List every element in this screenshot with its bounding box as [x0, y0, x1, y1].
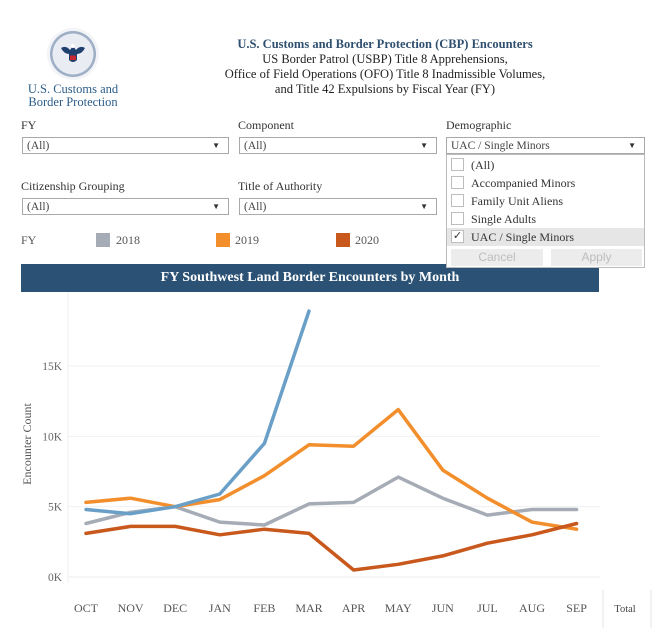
- chevron-down-icon: ▼: [420, 202, 428, 211]
- x-tick-label-may: MAY: [385, 601, 412, 615]
- x-tick-label-apr: APR: [342, 601, 365, 615]
- demographic-dropdown: (All) Accompanied Minors Family Unit Ali…: [446, 154, 645, 268]
- title-line-2: US Border Patrol (USBP) Title 8 Apprehen…: [262, 52, 508, 66]
- checkbox-all[interactable]: [451, 158, 464, 171]
- x-tick-label-mar: MAR: [295, 601, 322, 615]
- demographic-filter-label: Demographic: [446, 118, 512, 132]
- x-tick-label-nov: NOV: [118, 601, 144, 615]
- x-tick-label-aug: AUG: [519, 601, 545, 615]
- citizenship-filter-select[interactable]: (All) ▼: [22, 198, 229, 215]
- chart-title-bar: FY Southwest Land Border Encounters by M…: [21, 264, 599, 292]
- demographic-filter-value: UAC / Single Minors: [451, 140, 550, 152]
- citizenship-filter-label: Citizenship Grouping: [21, 179, 125, 193]
- x-tick-label-sep: SEP: [566, 601, 587, 615]
- option-label: (All): [471, 158, 495, 172]
- chevron-down-icon: ▼: [212, 202, 220, 211]
- x-total-column-label: Total: [614, 604, 636, 615]
- x-tick-label-jul: JUL: [477, 601, 498, 615]
- checkbox-single-adults[interactable]: [451, 212, 464, 225]
- option-label: Accompanied Minors: [471, 176, 576, 190]
- chevron-down-icon: ▼: [212, 141, 220, 150]
- checkbox-accompanied-minors[interactable]: [451, 176, 464, 189]
- y-tick-label: 10K: [42, 431, 63, 443]
- demographic-option-family-unit-aliens[interactable]: Family Unit Aliens: [447, 192, 644, 210]
- citizenship-filter-value: (All): [27, 201, 50, 213]
- legend-label-2019[interactable]: 2019: [235, 233, 259, 247]
- title-line-3: Office of Field Operations (OFO) Title 8…: [224, 67, 546, 81]
- y-tick-label: 5K: [48, 502, 63, 514]
- cbp-seal-icon: [47, 28, 99, 80]
- component-filter-label: Component: [238, 118, 294, 132]
- title-of-authority-filter-select[interactable]: (All) ▼: [239, 198, 437, 215]
- cbp-logo: U.S. Customs and Border Protection: [18, 28, 128, 109]
- title-line-4: and Title 42 Expulsions by Fiscal Year (…: [274, 82, 496, 96]
- series-line-2021[interactable]: [84, 309, 311, 516]
- x-tick-label-oct: OCT: [74, 601, 99, 615]
- logo-text-line1: U.S. Customs and: [27, 82, 119, 96]
- x-tick-label-jun: JUN: [432, 601, 454, 615]
- checkbox-family-unit-aliens[interactable]: [451, 194, 464, 207]
- chevron-down-icon: ▼: [628, 141, 636, 150]
- fy-filter-label: FY: [21, 118, 37, 132]
- checkbox-uac-single-minors[interactable]: ✓: [451, 230, 464, 243]
- y-tick-label: 0K: [48, 572, 63, 584]
- component-filter-select[interactable]: (All) ▼: [239, 137, 437, 154]
- cancel-button[interactable]: Cancel: [451, 249, 543, 266]
- series-line-2019[interactable]: [84, 407, 579, 531]
- x-tick-label-jan: JAN: [209, 601, 231, 615]
- option-label: Family Unit Aliens: [471, 194, 564, 208]
- legend-label-2020[interactable]: 2020: [355, 233, 379, 247]
- dashboard-title: U.S. Customs and Border Protection (CBP)…: [195, 37, 575, 97]
- legend-title: FY: [21, 233, 37, 247]
- component-filter-value: (All): [244, 140, 267, 152]
- x-tick-label-dec: DEC: [163, 601, 187, 615]
- legend-swatch-2018[interactable]: [96, 233, 110, 247]
- title-line-1: U.S. Customs and Border Protection (CBP)…: [237, 37, 533, 51]
- legend-swatch-2020[interactable]: [336, 233, 350, 247]
- demographic-filter-select[interactable]: UAC / Single Minors ▼: [446, 137, 645, 154]
- title-of-authority-filter-label: Title of Authority: [238, 179, 323, 193]
- fy-filter-value: (All): [27, 140, 50, 152]
- demographic-option-all[interactable]: (All): [447, 156, 644, 174]
- series-line-2018[interactable]: [84, 475, 579, 527]
- y-tick-label: 15K: [42, 361, 63, 373]
- legend-label-2018[interactable]: 2018: [116, 233, 140, 247]
- chevron-down-icon: ▼: [420, 141, 428, 150]
- logo-text-line2: Border Protection: [28, 95, 118, 109]
- legend-swatch-2019[interactable]: [216, 233, 230, 247]
- fy-filter-select[interactable]: (All) ▼: [22, 137, 229, 154]
- option-label: Single Adults: [471, 212, 537, 226]
- demographic-option-uac-single-minors[interactable]: ✓ UAC / Single Minors: [447, 228, 644, 246]
- y-axis-label: Encounter Count: [20, 403, 34, 485]
- demographic-option-accompanied-minors[interactable]: Accompanied Minors: [447, 174, 644, 192]
- demographic-option-single-adults[interactable]: Single Adults: [447, 210, 644, 228]
- x-tick-label-feb: FEB: [253, 601, 275, 615]
- option-label: UAC / Single Minors: [471, 230, 575, 244]
- series-line-2020[interactable]: [84, 521, 579, 572]
- title-of-authority-filter-value: (All): [244, 201, 267, 213]
- apply-button[interactable]: Apply: [551, 249, 642, 266]
- eagle-icon: [61, 44, 85, 62]
